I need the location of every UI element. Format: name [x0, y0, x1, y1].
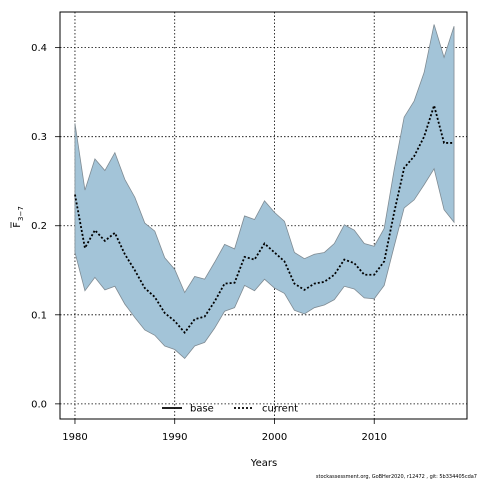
plot-frame: [59, 11, 468, 420]
y-tick-label: 0.4: [31, 43, 47, 54]
series-lines: [74, 102, 455, 335]
x-tick-label: 2010: [362, 432, 387, 443]
y-axis-label-sub: 3−7: [17, 206, 25, 221]
x-tick-label: 2000: [262, 432, 287, 443]
series-line-current: [74, 102, 455, 335]
footer-note: stockassessment.org, GoBHer2020, r12472 …: [316, 474, 477, 480]
y-tick-label: 0.0: [31, 399, 47, 410]
y-axis-label-main: F: [12, 222, 23, 228]
y-tick-label: 0.2: [31, 221, 47, 232]
y-tick-label: 0.3: [31, 132, 47, 143]
x-tick-label: 1990: [162, 432, 187, 443]
y-axis-label: F 3−7: [10, 206, 25, 228]
x-tick-label: 1980: [62, 432, 87, 443]
x-axis-label: Years: [250, 458, 277, 469]
legend-label-base: base: [190, 404, 214, 415]
confidence-band: [74, 24, 455, 360]
x-axis: 1980 1990 2000 2010: [62, 419, 387, 443]
legend-label-current: current: [262, 404, 298, 415]
y-axis: 0.0 0.1 0.2 0.3 0.4: [31, 43, 60, 410]
y-tick-label: 0.1: [31, 310, 47, 321]
legend: base current: [162, 404, 298, 415]
